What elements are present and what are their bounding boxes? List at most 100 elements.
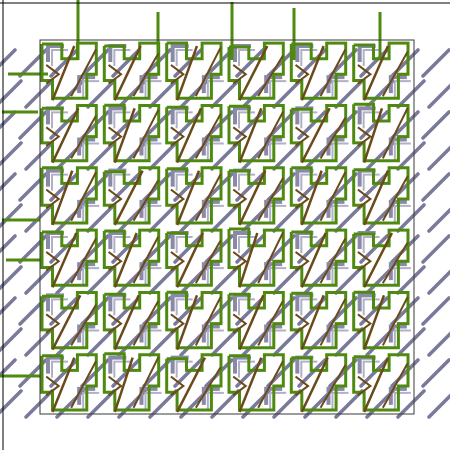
- green-stepped-outline: [352, 228, 410, 287]
- step-corner-inner: [206, 204, 224, 222]
- step-corner-inner: [393, 267, 411, 285]
- brown-slant-line: [381, 296, 409, 346]
- brown-slant-line: [70, 115, 97, 159]
- green-stepped-outline: [227, 291, 285, 350]
- diagonal-stroke: [0, 296, 17, 316]
- diagonal-stroke: [24, 79, 54, 109]
- brown-chevron: [107, 64, 123, 85]
- brown-chevron: [357, 313, 373, 334]
- step-corner-inner: [206, 267, 224, 285]
- brown-slant-line: [257, 111, 284, 159]
- brown-slant-line: [300, 232, 327, 288]
- brown-slant-line: [300, 357, 329, 413]
- brown-slant-line: [381, 107, 409, 159]
- diagonal-stroke: [148, 203, 178, 233]
- diagonal-stroke: [334, 389, 364, 419]
- diagonal-stroke: [86, 79, 116, 109]
- step-corner: [77, 324, 96, 343]
- diagonal-stroke: [0, 141, 23, 167]
- brown-slant-line: [362, 294, 386, 351]
- diagonal-stroke: [0, 265, 23, 291]
- brown-slant-line: [381, 50, 409, 97]
- diagonal-stroke: [427, 145, 450, 171]
- diagonal-stroke: [0, 48, 17, 68]
- brown-chevron: [232, 64, 248, 85]
- step-corner: [201, 75, 220, 94]
- green-stepped-outline: [102, 103, 161, 163]
- brown-slant-line: [113, 107, 136, 164]
- diagonal-stroke: [365, 265, 395, 295]
- step-corner-inner: [331, 204, 349, 222]
- step-corner: [170, 44, 189, 62]
- step-corner: [388, 386, 407, 405]
- diagonal-stroke: [0, 203, 23, 229]
- green-stepped-outline: [165, 104, 223, 163]
- green-stepped-outline: [40, 41, 98, 100]
- green-stepped-outline: [352, 41, 410, 100]
- step-corner-inner: [144, 267, 162, 285]
- diagonal-stroke: [49, 296, 79, 326]
- diagonal-stroke: [334, 141, 364, 171]
- step-corner-inner: [269, 204, 287, 222]
- diagonal-stroke: [272, 79, 302, 109]
- diagonal-stroke: [86, 265, 116, 295]
- brown-chevron: [294, 188, 310, 210]
- brown-slant-line: [70, 237, 97, 284]
- step-corner-inner: [206, 391, 224, 409]
- brown-slant-line: [194, 173, 222, 222]
- brown-line-layer: [45, 45, 409, 413]
- brown-slant-line: [300, 45, 325, 101]
- step-corner-inner: [393, 142, 411, 160]
- diagonal-stroke: [334, 327, 364, 357]
- diagonal-stroke: [0, 358, 17, 378]
- diagonal-stroke: [210, 141, 240, 171]
- step-corner: [295, 293, 314, 312]
- diagonal-stroke: [396, 327, 426, 357]
- step-corner-inner: [144, 391, 162, 409]
- diagonal-stroke: [272, 141, 302, 171]
- step-corner: [46, 44, 64, 62]
- diagonal-stroke: [0, 327, 23, 353]
- brown-slant-line: [175, 170, 201, 226]
- step-corner-inner: [331, 142, 349, 160]
- diagonal-stroke: [24, 203, 54, 233]
- brown-chevron: [357, 126, 373, 147]
- brown-slant-line: [70, 304, 97, 346]
- brown-chevron: [107, 251, 123, 272]
- brown-chevron: [294, 251, 310, 272]
- step-corner: [357, 293, 376, 312]
- green-stepped-outline: [165, 290, 223, 350]
- brown-slant-line: [238, 45, 269, 101]
- step-corner: [139, 137, 158, 156]
- step-corner: [77, 386, 96, 405]
- green-stepped-outline: [289, 291, 348, 350]
- brown-slant-line: [257, 177, 284, 222]
- green-stepped-outline: [102, 41, 161, 100]
- brown-slant-line: [70, 171, 97, 222]
- step-corner: [139, 75, 158, 94]
- brown-chevron: [170, 313, 186, 334]
- brown-slant-line: [51, 170, 74, 226]
- step-corner: [201, 324, 220, 343]
- green-stepped-outline: [40, 353, 98, 412]
- step-corner: [108, 231, 127, 249]
- brown-slant-line: [362, 357, 390, 413]
- brown-chevron: [170, 64, 186, 85]
- step-corner: [326, 262, 345, 281]
- diagonal-stroke: [24, 265, 54, 295]
- diagonal-stroke: [272, 203, 302, 233]
- brown-slant-line: [132, 235, 160, 284]
- brown-chevron: [294, 126, 310, 147]
- diagonal-stroke: [210, 79, 240, 109]
- step-corner-inner: [206, 329, 224, 347]
- diagonal-stroke: [328, 358, 358, 388]
- step-corner-inner: [144, 80, 162, 98]
- diagonal-stroke: [334, 265, 364, 295]
- green-stepped-outline: [352, 353, 410, 412]
- diagonal-stroke: [427, 393, 450, 419]
- brown-slant-line: [132, 300, 160, 346]
- step-corner: [326, 386, 345, 405]
- brown-chevron: [357, 251, 373, 272]
- step-corner: [139, 324, 158, 343]
